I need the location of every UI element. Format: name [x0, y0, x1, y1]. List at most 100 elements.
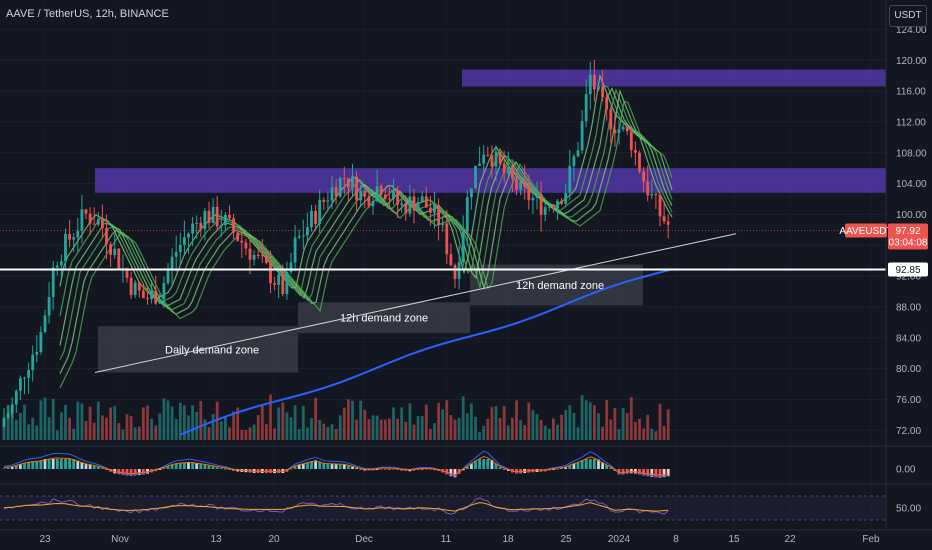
candle-body	[515, 178, 518, 190]
candle-body	[80, 209, 84, 231]
macd-histogram-bar	[392, 469, 395, 470]
macd-histogram-bar	[666, 469, 670, 477]
macd-histogram-bar	[330, 463, 334, 469]
macd-histogram-bar	[178, 462, 182, 469]
price-tick-label: 92.00	[896, 272, 921, 283]
macd-histogram-bar	[547, 469, 551, 471]
macd-histogram-bar	[142, 469, 145, 475]
volume-bar	[39, 400, 43, 440]
candle-body	[560, 200, 563, 204]
candle-body	[474, 165, 477, 189]
candle-body	[342, 178, 346, 180]
volume-bar	[60, 412, 63, 440]
volume-bar	[310, 418, 313, 440]
macd-histogram-bar	[326, 463, 330, 469]
volume-bar	[523, 424, 527, 440]
macd-histogram-bar	[207, 465, 211, 469]
time-tick-label: Nov	[111, 534, 129, 545]
volume-bar	[47, 417, 51, 440]
volume-bar	[638, 418, 641, 440]
volume-bar	[174, 419, 178, 440]
time-axis: 23 Nov 13 20 Dec 11 18 25 2024 8 15 22 Feb	[0, 529, 932, 545]
macd-histogram-bar	[449, 469, 453, 477]
price-tick-label: 72.00	[896, 426, 921, 437]
price-tick-label: 104.00	[896, 179, 927, 190]
candle-body	[76, 230, 80, 238]
macd-histogram-bar	[388, 469, 391, 470]
volume-bar	[191, 405, 194, 440]
macd-histogram-bar	[601, 462, 604, 469]
volume-bar	[506, 425, 510, 440]
macd-histogram-bar	[572, 463, 576, 469]
candle-body	[441, 223, 445, 226]
candle-body	[490, 155, 494, 167]
support-price-label: 92.85	[895, 265, 920, 276]
macd-histogram-bar	[224, 468, 227, 470]
volume-bar	[347, 399, 350, 440]
candle-body	[568, 166, 572, 193]
volume-bar	[621, 408, 625, 440]
volume-bar	[72, 428, 76, 440]
candle-body	[437, 205, 440, 226]
volume-bar	[564, 410, 568, 440]
demand-zone-label: 12h demand zone	[516, 280, 604, 292]
volume-bar	[580, 395, 584, 440]
candle-body	[72, 237, 76, 240]
macd-histogram-bar	[445, 469, 449, 475]
volume-bar	[228, 427, 231, 440]
macd-histogram-bar	[293, 466, 297, 469]
candle-body	[39, 332, 43, 352]
candle-body	[572, 156, 576, 167]
volume-bar	[285, 412, 289, 440]
volume-bar	[109, 407, 112, 440]
macd-histogram-bar	[228, 469, 231, 470]
volume-bar	[515, 400, 518, 440]
volume-bar	[236, 407, 240, 440]
macd-histogram-bar	[14, 465, 18, 469]
currency-button[interactable]: USDT	[889, 5, 927, 27]
macd-histogram-bar	[642, 469, 645, 476]
candle-body	[584, 94, 588, 122]
rsi-ma-line	[3, 502, 669, 512]
macd-histogram-bar	[92, 465, 96, 469]
candle-body	[511, 166, 514, 179]
macd-histogram-bar	[593, 459, 596, 469]
volume-bar	[260, 405, 264, 440]
candle-body	[445, 223, 449, 255]
candle-body	[158, 298, 162, 304]
volume-bar	[170, 406, 174, 440]
macd-histogram-bar	[137, 469, 141, 476]
volume-bar	[23, 404, 26, 440]
candle-body	[363, 191, 367, 197]
candle-body	[117, 248, 121, 269]
volume-bar	[256, 415, 260, 440]
demand-zone-label: Daily demand zone	[165, 344, 259, 356]
candle-body	[109, 244, 112, 255]
candle-body	[613, 129, 617, 134]
candle-body	[470, 188, 473, 198]
macd-histogram-bar	[72, 459, 76, 469]
candle-body	[420, 196, 424, 203]
volume-bar	[207, 427, 211, 440]
volume-bar	[27, 424, 30, 440]
time-tick-label: 8	[673, 534, 679, 545]
signal-line	[3, 455, 669, 476]
volume-bar	[584, 400, 588, 440]
candle-body	[412, 196, 416, 211]
volume-bar	[19, 412, 22, 440]
candle-body	[494, 151, 498, 167]
symbol-tag	[845, 223, 887, 238]
candle-body	[289, 262, 293, 273]
chart-title: AAVE / TetherUS, 12h, BINANCE	[6, 8, 169, 20]
demand-zone-label: 12h demand zone	[340, 313, 428, 325]
volume-bar	[14, 419, 18, 440]
volume-bar	[371, 415, 375, 440]
candle-body	[654, 193, 658, 196]
volume-bar	[404, 421, 408, 440]
volume-bar	[552, 418, 555, 440]
macd-histogram-bar	[125, 469, 129, 476]
volume-bar	[142, 407, 145, 440]
candle-body	[191, 223, 194, 234]
price-tick-label: 100.00	[896, 210, 927, 221]
